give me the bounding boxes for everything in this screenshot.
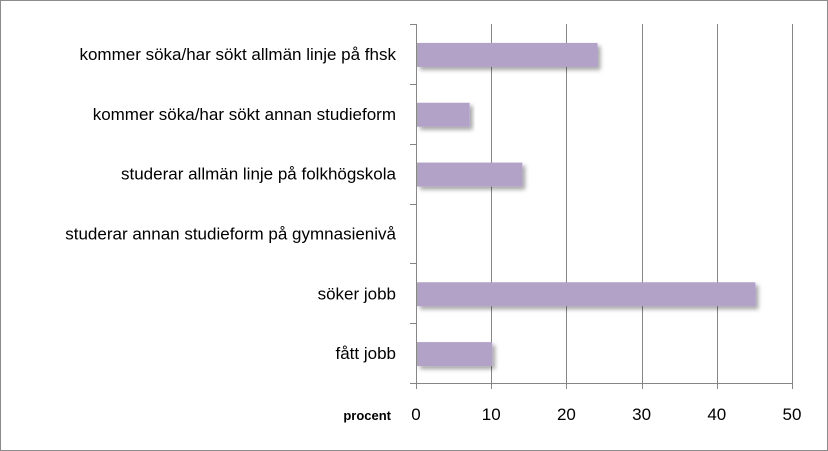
bar-5 [417,282,756,307]
x-tick-label: 40 [707,405,726,424]
x-tick-label: 0 [411,405,420,424]
bar-3 [417,162,523,187]
bars [417,42,756,367]
labels: kommer söka/har sökt allmän linje på fhs… [65,45,801,424]
category-label: studerar annan studieform på gymnasieniv… [65,224,396,243]
x-tick-label: 10 [482,405,501,424]
bar-1 [417,42,598,67]
category-label: kommer söka/har sökt allmän linje på fhs… [79,45,396,64]
bar-2 [417,102,470,127]
category-label: studerar allmän linje på folkhögskola [121,165,397,184]
bar-6 [417,342,493,367]
x-tick-label: 20 [557,405,576,424]
category-label: söker jobb [318,284,396,303]
category-label: fått jobb [336,344,397,363]
x-axis-title: procent [343,408,391,423]
category-label: kommer söka/har sökt annan studieform [93,105,396,124]
gridlines [491,24,793,383]
axes [410,24,793,389]
x-tick-label: 50 [783,405,802,424]
x-tick-label: 30 [632,405,651,424]
